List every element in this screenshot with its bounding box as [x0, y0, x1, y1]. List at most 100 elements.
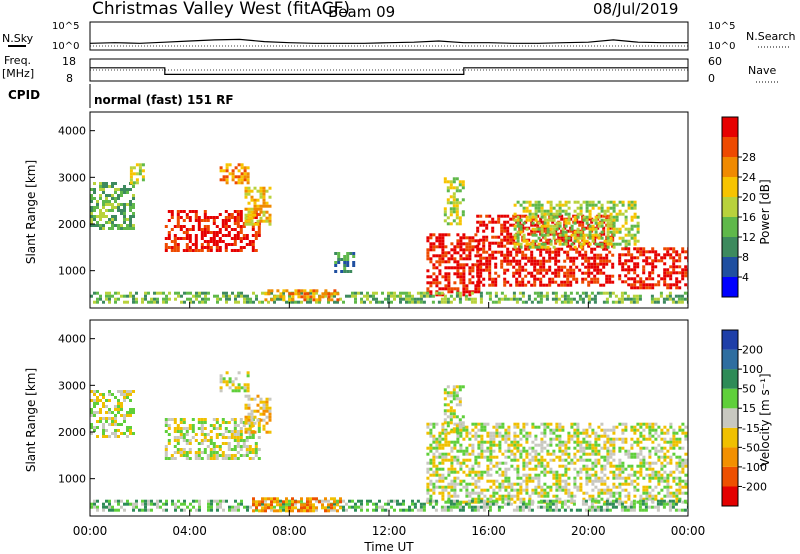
heatmap-cell: [555, 215, 559, 219]
colorbar-segment: [722, 237, 738, 257]
heatmap-cell: [564, 242, 568, 246]
heatmap-cell: [525, 422, 529, 426]
heatmap-cell: [581, 253, 585, 257]
heatmap-cell: [264, 503, 267, 507]
heatmap-cell: [500, 223, 504, 227]
heatmap-cell: [206, 225, 210, 228]
heatmap-cell: [645, 277, 649, 281]
heatmap-cell: [620, 505, 624, 509]
heatmap-cell: [239, 225, 243, 228]
heatmap-cell: [441, 458, 445, 462]
heatmap-cell: [648, 271, 652, 275]
heatmap-cell: [479, 297, 483, 301]
heatmap-cell: [188, 210, 192, 213]
heatmap-cell: [447, 278, 451, 282]
heatmap-cell: [173, 445, 177, 448]
heatmap-cell: [596, 265, 600, 269]
heatmap-cell: [273, 300, 276, 304]
heatmap-cell: [239, 454, 243, 457]
heatmap-cell: [633, 485, 637, 489]
heatmap-cell: [237, 175, 241, 179]
heatmap-cell: [633, 280, 637, 284]
heatmap-cell: [504, 473, 508, 477]
heatmap-cell: [477, 254, 481, 258]
heatmap-cell: [609, 440, 613, 444]
heatmap-cell: [525, 239, 529, 243]
heatmap-cell: [438, 239, 442, 243]
heatmap-cell: [503, 294, 507, 298]
heatmap-cell: [236, 213, 240, 216]
heatmap-cell: [477, 263, 481, 267]
heatmap-cell: [455, 502, 459, 506]
heatmap-cell: [545, 505, 549, 509]
heatmap-cell: [111, 215, 114, 218]
heatmap-cell: [200, 433, 204, 436]
heatmap-cell: [672, 247, 676, 251]
heatmap-cell: [518, 262, 522, 266]
heatmap-cell: [665, 502, 669, 506]
heatmap-cell: [594, 230, 598, 234]
heatmap-cell: [669, 265, 673, 269]
heatmap-cell: [633, 470, 637, 474]
heatmap-cell: [525, 488, 529, 492]
heatmap-cell: [105, 420, 108, 423]
heatmap-cell: [455, 424, 459, 428]
heatmap-cell: [462, 257, 466, 261]
heatmap-cell: [590, 499, 594, 503]
heatmap-cell: [255, 297, 258, 301]
colorbar-tick-label: -100: [742, 461, 767, 474]
heatmap-cell: [435, 470, 439, 474]
heatmap-cell: [453, 458, 457, 462]
heatmap-cell: [438, 272, 442, 276]
heatmap-cell: [108, 200, 111, 203]
heatmap-cell: [491, 283, 495, 287]
heatmap-cell: [108, 399, 111, 402]
heatmap-cell: [250, 409, 254, 413]
heatmap-cell: [230, 213, 234, 216]
heatmap-cell: [603, 473, 607, 477]
heatmap-cell: [219, 380, 223, 384]
heatmap-cell: [663, 274, 667, 278]
heatmap-cell: [173, 240, 177, 243]
heatmap-cell: [582, 428, 586, 432]
heatmap-cell: [548, 277, 552, 281]
heatmap-cell: [660, 428, 664, 432]
heatmap-cell: [468, 251, 472, 255]
heatmap-cell: [233, 448, 237, 451]
heatmap-cell: [471, 482, 475, 486]
heatmap-cell: [228, 380, 232, 384]
heatmap-cell: [590, 262, 594, 266]
heatmap-cell: [458, 421, 462, 425]
heatmap-cell: [542, 505, 546, 509]
heatmap-cell: [245, 237, 249, 240]
colorbar-segment: [722, 137, 738, 157]
heatmap-cell: [489, 494, 493, 498]
heatmap-cell: [627, 242, 631, 246]
heatmap-cell: [527, 499, 531, 503]
heatmap-cell: [579, 233, 583, 237]
heatmap-cell: [623, 508, 627, 512]
heatmap-cell: [102, 203, 105, 206]
heatmap-cell: [633, 455, 637, 459]
heatmap-cell: [132, 297, 135, 301]
heatmap-cell: [597, 200, 601, 204]
heatmap-cell: [603, 467, 607, 471]
heatmap-cell: [206, 249, 210, 252]
heatmap-cell: [242, 424, 246, 427]
y-tick-label: 4000: [58, 333, 86, 346]
heatmap-cell: [459, 479, 463, 483]
heatmap-cell: [656, 502, 660, 506]
heatmap-cell: [615, 230, 619, 234]
heatmap-cell: [491, 253, 495, 257]
heatmap-cell: [182, 225, 186, 228]
heatmap-cell: [188, 228, 192, 231]
heatmap-cell: [111, 432, 114, 435]
heatmap-cell: [621, 446, 625, 450]
heatmap-cell: [117, 411, 120, 414]
heatmap-cell: [176, 249, 180, 252]
heatmap-cell: [525, 476, 529, 480]
heatmap-cell: [503, 220, 507, 224]
heatmap-cell: [672, 440, 676, 444]
heatmap-cell: [96, 206, 99, 209]
heatmap-cell: [558, 209, 562, 213]
